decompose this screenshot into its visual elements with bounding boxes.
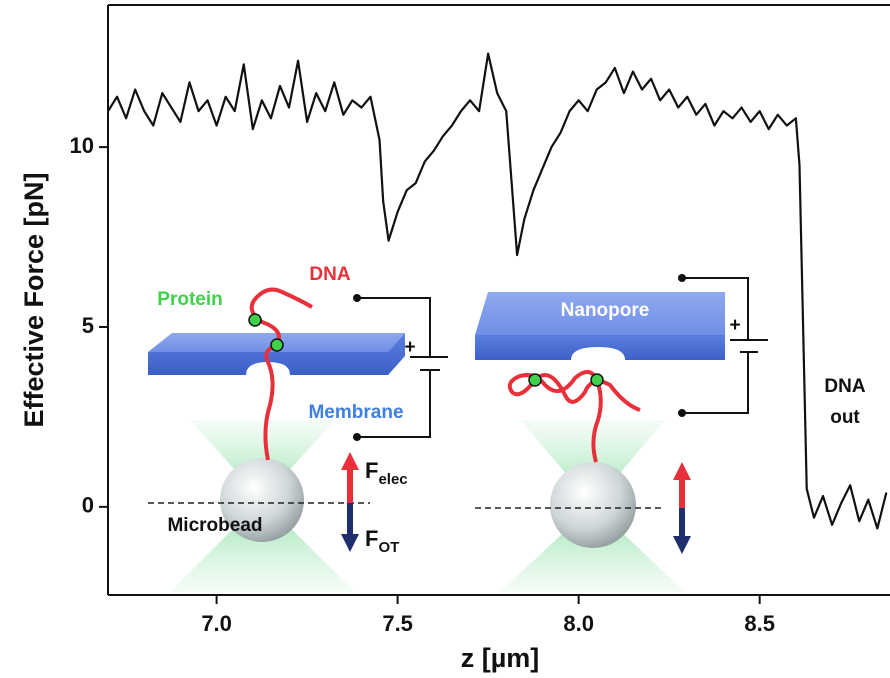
f-sub: elec — [378, 471, 407, 488]
f-main: F — [365, 526, 378, 551]
plot-area — [108, 52, 888, 530]
annotation: DNA — [824, 376, 865, 397]
label-membrane: Membrane — [308, 402, 403, 423]
label-dna: DNA — [309, 264, 350, 285]
microbead — [550, 462, 636, 548]
force-arrow-down — [673, 508, 691, 554]
label-plus: + — [729, 315, 740, 336]
x-axis-label: z [µm] — [461, 643, 540, 673]
force-arrow-down — [341, 503, 359, 552]
protein — [590, 373, 604, 387]
x-tick-label: 8.0 — [563, 611, 594, 636]
membrane-top — [475, 292, 725, 335]
y-tick-label: 10 — [70, 133, 94, 158]
force-arrow-up — [673, 462, 691, 508]
force-arrow-up — [341, 452, 359, 503]
x-tick-label: 8.5 — [744, 611, 775, 636]
inset-left: DNA Protein Membrane Microbead + Felec F… — [148, 264, 448, 592]
membrane-front — [148, 333, 405, 375]
label-protein: Protein — [157, 289, 222, 310]
protein — [270, 338, 284, 352]
label-f-elec: Felec — [365, 458, 408, 488]
label-plus: + — [404, 337, 415, 358]
protein — [248, 313, 262, 327]
label-microbead: Microbead — [167, 515, 262, 536]
x-tick-label: 7.5 — [382, 611, 413, 636]
force-trace — [108, 52, 888, 530]
circuit — [357, 297, 448, 438]
inset-right: Nanopore + — [475, 274, 768, 592]
label-f-ot: FOT — [365, 526, 399, 556]
circuit — [682, 277, 768, 414]
y-tick-label: 5 — [82, 313, 94, 338]
dna-strand — [249, 287, 314, 461]
f-main: F — [365, 458, 378, 483]
protein — [528, 373, 542, 387]
microbead — [220, 458, 304, 542]
light-cone — [170, 500, 355, 592]
y-axis-label: Effective Force [pN] — [19, 172, 49, 427]
x-tick-label: 7.0 — [201, 611, 232, 636]
f-sub: OT — [378, 539, 399, 556]
light-cone — [500, 505, 685, 592]
label-nanopore: Nanopore — [561, 300, 650, 321]
annotation: out — [830, 407, 860, 428]
y-tick-label: 0 — [82, 493, 94, 518]
membrane-front — [475, 335, 725, 360]
